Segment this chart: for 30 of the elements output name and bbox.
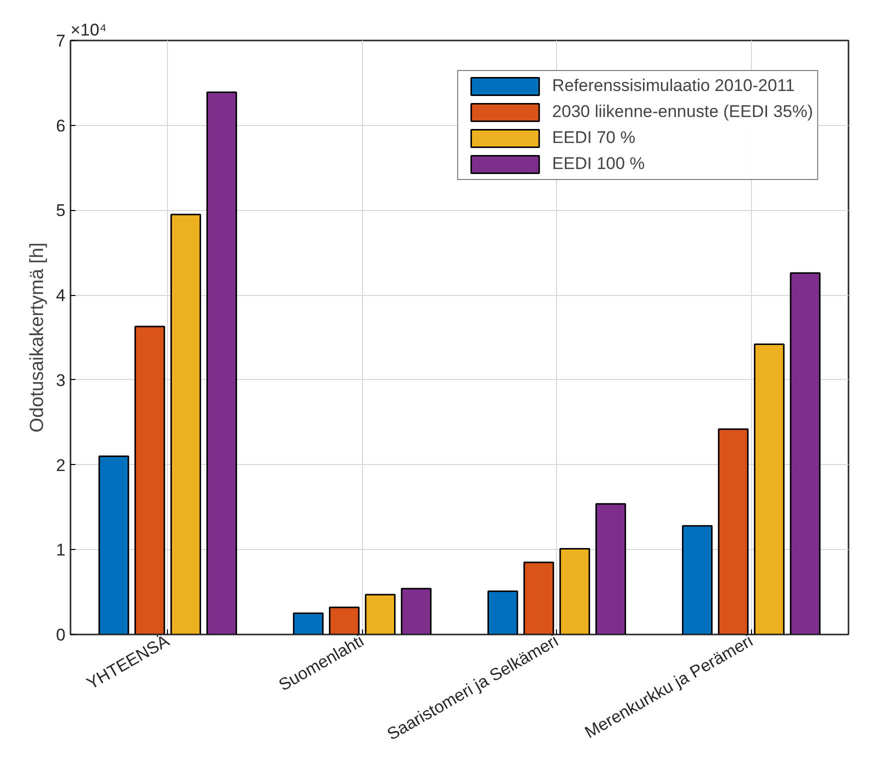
- y-tick-label: 7: [56, 32, 66, 50]
- bar: [487, 590, 518, 634]
- y-tick-label: 5: [56, 201, 66, 220]
- bar: [790, 272, 821, 634]
- bar: [206, 92, 238, 634]
- text: ×10⁴: [70, 20, 107, 40]
- bar: [682, 525, 713, 634]
- y-axis-title: Odotusaikakertymä [h]: [27, 242, 48, 433]
- legend-label: EEDI 70 %: [552, 128, 636, 148]
- legend-label: EEDI 100 %: [552, 154, 645, 174]
- bar: [400, 588, 432, 634]
- bar: [292, 612, 324, 634]
- y-tick-label: 2: [56, 456, 66, 475]
- y-tick-label: 0: [56, 626, 66, 644]
- bar: [98, 456, 130, 634]
- bar: [134, 326, 166, 634]
- bar: [559, 548, 590, 634]
- y-tick-label: 3: [56, 370, 66, 390]
- legend-label: Referenssisimulaatio 2010-2011: [552, 76, 795, 96]
- bar: [595, 503, 626, 634]
- legend-label: 2030 liikenne-ennuste (EEDI 35%): [552, 102, 813, 122]
- bar: [364, 594, 396, 634]
- y-tick-label: 6: [56, 116, 66, 136]
- bar: [170, 214, 202, 634]
- y-tick-label: 4: [56, 286, 66, 306]
- bar: [754, 344, 785, 634]
- bar: [523, 562, 554, 634]
- bar: [328, 606, 360, 634]
- y-tick-label: 1: [56, 540, 66, 560]
- bar: [718, 428, 749, 634]
